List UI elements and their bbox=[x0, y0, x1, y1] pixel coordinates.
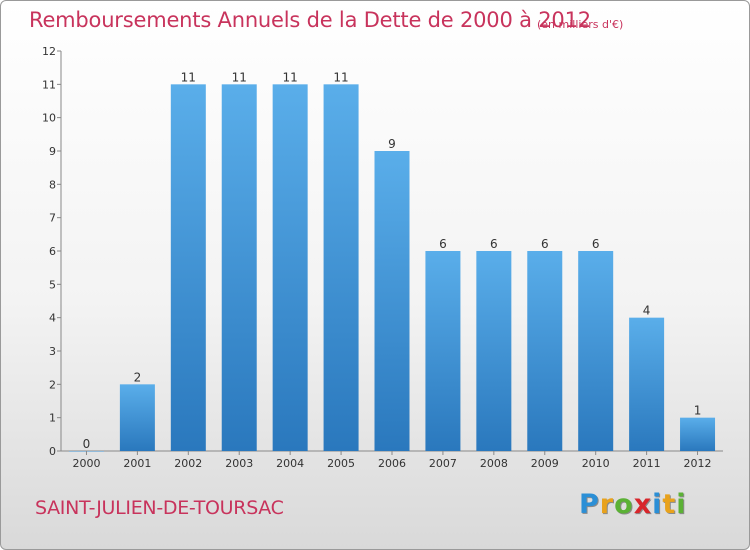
proxiti-logo: Proxiti bbox=[579, 489, 687, 520]
bar-2011 bbox=[629, 317, 665, 451]
x-tick-label: 2008 bbox=[480, 457, 508, 470]
bar-2008 bbox=[476, 251, 512, 451]
logo-letter: r bbox=[599, 489, 615, 520]
y-tick-label: 7 bbox=[49, 212, 56, 225]
data-label: 1 bbox=[694, 404, 702, 418]
bar-2009 bbox=[527, 251, 563, 451]
x-tick-label: 2011 bbox=[633, 457, 661, 470]
bar-2001 bbox=[119, 384, 155, 451]
y-tick-label: 8 bbox=[49, 178, 56, 191]
x-tick-label: 2012 bbox=[684, 457, 712, 470]
x-axis-ticks: 2000 2001 2002 2003 2004 2005 2006 2007 2008 2009… bbox=[72, 451, 712, 470]
y-tick-label: 4 bbox=[49, 312, 56, 325]
logo-letter: i bbox=[676, 489, 687, 520]
data-label: 4 bbox=[643, 304, 651, 318]
data-label: 9 bbox=[388, 137, 396, 151]
bar-2002 bbox=[170, 84, 206, 451]
unit-label: (en milliers d'€) bbox=[537, 18, 624, 31]
x-tick-label: 2005 bbox=[327, 457, 355, 470]
bars bbox=[68, 84, 716, 452]
y-tick-label: 10 bbox=[42, 112, 56, 125]
logo-letter: t bbox=[662, 489, 677, 520]
y-tick-label: 2 bbox=[49, 378, 56, 391]
data-label: 6 bbox=[541, 237, 549, 251]
logo-letter: o bbox=[614, 489, 634, 520]
x-tick-label: 2004 bbox=[276, 457, 304, 470]
y-tick-label: 6 bbox=[49, 245, 56, 258]
commune-name: SAINT-JULIEN-DE-TOURSAC bbox=[35, 497, 284, 519]
x-tick-label: 2000 bbox=[72, 457, 100, 470]
data-label: 6 bbox=[592, 237, 600, 251]
x-tick-label: 2007 bbox=[429, 457, 457, 470]
bar-2012 bbox=[680, 417, 716, 451]
y-tick-label: 1 bbox=[49, 412, 56, 425]
y-tick-label: 3 bbox=[49, 345, 56, 358]
chart-title: Remboursements Annuels de la Dette de 20… bbox=[29, 8, 591, 32]
bar-2004 bbox=[272, 84, 308, 451]
data-label: 0 bbox=[83, 437, 91, 451]
data-label: 11 bbox=[333, 70, 348, 84]
data-label: 2 bbox=[134, 370, 142, 384]
data-label: 11 bbox=[232, 70, 247, 84]
data-labels: 0 2 11 11 11 11 9 6 6 6 6 4 1 bbox=[83, 70, 702, 451]
data-label: 6 bbox=[490, 237, 498, 251]
y-tick-label: 0 bbox=[49, 445, 56, 458]
logo-letter: P bbox=[579, 489, 600, 520]
bar-2010 bbox=[578, 251, 614, 451]
x-tick-label: 2001 bbox=[123, 457, 151, 470]
data-label: 6 bbox=[439, 237, 447, 251]
x-tick-label: 2006 bbox=[378, 457, 406, 470]
logo-letter: x bbox=[633, 489, 653, 520]
y-tick-label: 5 bbox=[49, 278, 56, 291]
x-tick-label: 2002 bbox=[174, 457, 202, 470]
data-label: 11 bbox=[283, 70, 298, 84]
bar-2005 bbox=[323, 84, 359, 451]
bar-2003 bbox=[221, 84, 257, 451]
bar-2007 bbox=[425, 251, 461, 451]
data-label: 11 bbox=[181, 70, 196, 84]
x-tick-label: 2009 bbox=[531, 457, 559, 470]
y-tick-label: 11 bbox=[42, 78, 56, 91]
y-tick-label: 12 bbox=[42, 45, 56, 58]
y-tick-label: 9 bbox=[49, 145, 56, 158]
x-tick-label: 2003 bbox=[225, 457, 253, 470]
bar-2006 bbox=[374, 151, 410, 451]
logo-letter: i bbox=[652, 489, 663, 520]
x-tick-label: 2010 bbox=[582, 457, 610, 470]
